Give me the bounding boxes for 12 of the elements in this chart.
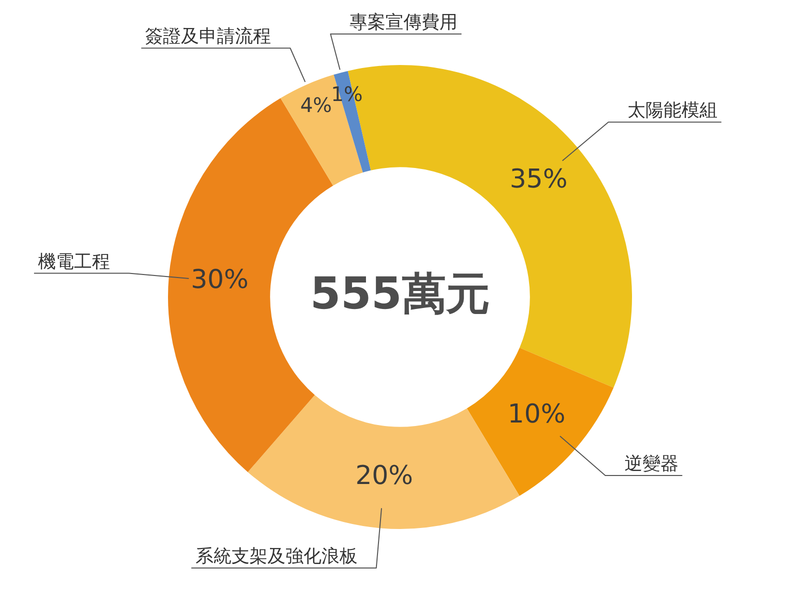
data-label: 20%	[355, 461, 414, 492]
slice-label: 太陽能模組	[627, 100, 718, 122]
data-label: 30%	[190, 264, 249, 295]
slice-label: 專案宣傳費用	[350, 12, 458, 34]
data-label: 10%	[508, 399, 566, 430]
slice-label: 簽證及申請流程	[145, 26, 272, 48]
slice-label: 機電工程	[38, 251, 110, 272]
text: 555萬元	[310, 268, 490, 320]
data-label: 4%	[300, 92, 332, 117]
slice-label: 逆變器	[624, 453, 678, 474]
data-label: 35%	[510, 164, 568, 194]
slice-label: 系統支架及強化浪板	[195, 546, 358, 567]
